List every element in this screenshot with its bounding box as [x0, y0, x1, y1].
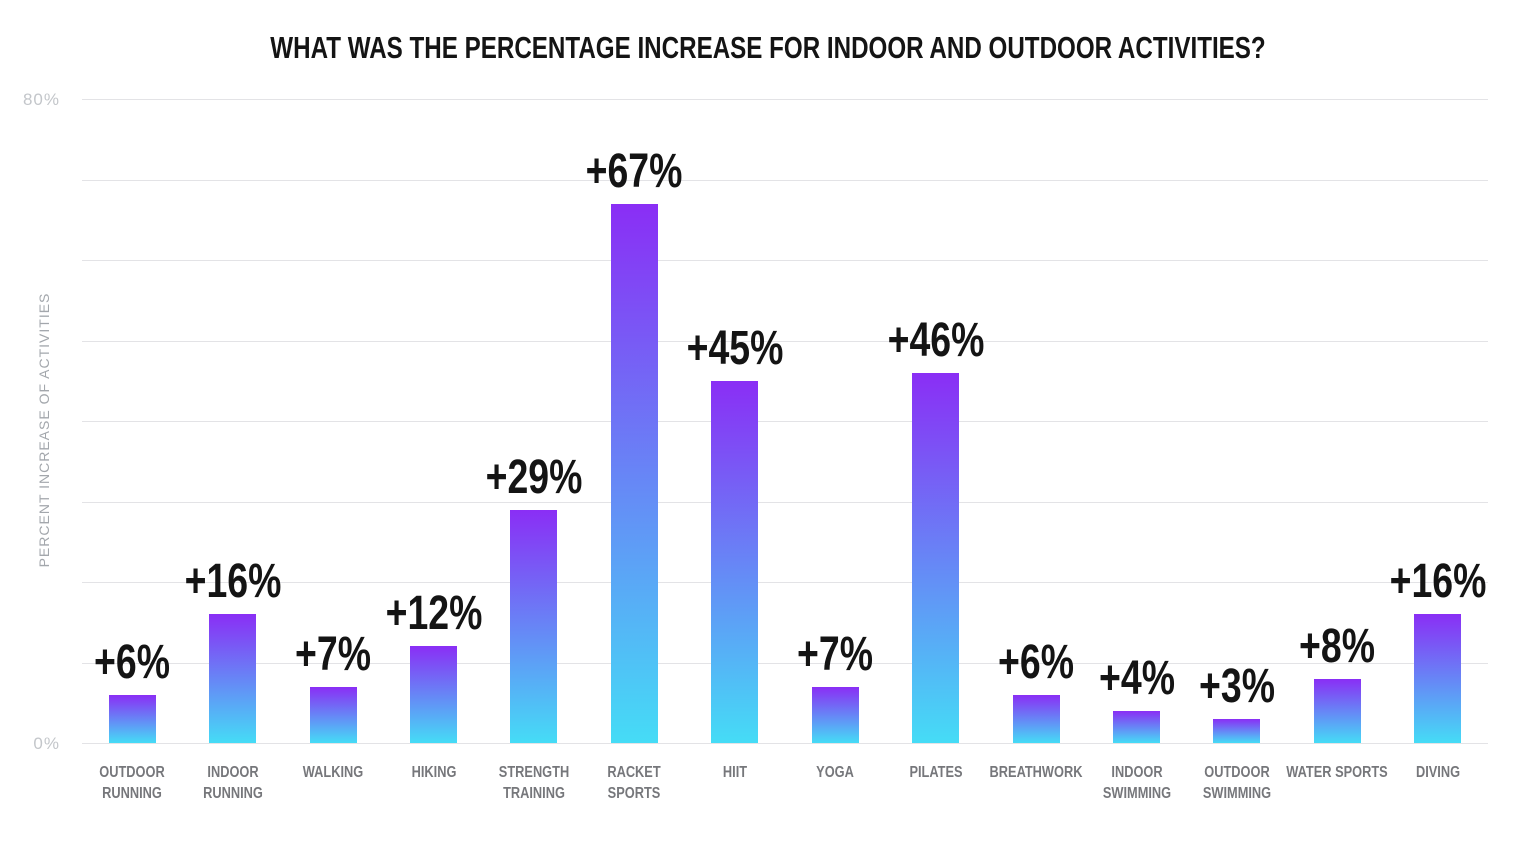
bar-value-label: +7% — [797, 627, 874, 681]
bar-category-label: YOGA — [816, 764, 855, 781]
gridline-40 — [82, 421, 1488, 422]
gridline-10 — [82, 662, 1488, 664]
bar-value-label: +46% — [887, 313, 985, 367]
bar-value-label: +45% — [686, 321, 784, 375]
bar-category-label: WALKING — [302, 764, 364, 781]
bar-value-label: +3% — [1198, 659, 1275, 713]
bar-value-label: +7% — [295, 627, 372, 681]
bar-value-label: +6% — [94, 635, 171, 689]
bar-category-label: OUTDOOR SWIMMING — [1202, 764, 1272, 802]
bar-hiking — [410, 646, 457, 743]
bar-category-label: RACKET SPORTS — [607, 764, 662, 802]
plot-area: +6% OUTDOOR RUNNING +16% INDOOR RUNNING +7% W… — [82, 99, 1488, 802]
bar-water-sports — [1313, 678, 1361, 743]
bar-hiit — [711, 380, 759, 743]
bar-category-label: INDOOR SWIMMING — [1102, 764, 1171, 802]
bar-yoga — [811, 686, 859, 743]
bar-value-label: +8% — [1299, 619, 1376, 673]
bar-breathwork — [1012, 694, 1060, 743]
chart-title: WHAT WAS THE PERCENTAGE INCREASE FOR IND… — [270, 30, 1266, 65]
bar-diving — [1414, 614, 1462, 743]
bar-category-label: WATER SPORTS — [1286, 764, 1389, 781]
gridline-0 — [82, 743, 1488, 744]
bar-category-label: INDOOR RUNNING — [202, 764, 263, 802]
bar-value-label: +16% — [1389, 555, 1487, 609]
gridline-80 — [82, 99, 1488, 100]
bar-value-label: +16% — [184, 555, 282, 609]
y-tick-label-80: 80% — [22, 90, 60, 109]
bar-outdoor-swimming — [1213, 718, 1261, 743]
bar-category-label: BREATHWORK — [989, 764, 1083, 781]
bar-value-label: +4% — [1098, 651, 1175, 705]
y-axis-title: PERCENT INCREASE OF ACTIVITIES — [36, 292, 52, 568]
bar-value-label: +29% — [485, 450, 583, 504]
bar-category-label: HIIT — [722, 764, 747, 781]
bar-category-label: PILATES — [909, 764, 963, 781]
gridline-50 — [82, 340, 1488, 342]
bar-value-label: +12% — [385, 587, 482, 641]
bar-category-label: HIKING — [411, 764, 456, 781]
bar-outdoor-running — [108, 694, 156, 743]
bar-category-label: OUTDOOR RUNNING — [99, 764, 165, 802]
gridline-20 — [82, 582, 1488, 583]
bar-pilates — [912, 372, 960, 743]
bar-category-label: DIVING — [1415, 764, 1460, 781]
bar-racket-sports — [610, 203, 658, 743]
bar-indoor-running — [209, 614, 257, 743]
y-tick-label-0: 0% — [33, 734, 60, 753]
bar-category-label: STRENGTH TRAINING — [498, 764, 570, 802]
bar-walking — [309, 686, 357, 743]
bar-value-label: +6% — [998, 635, 1075, 689]
gridline-60 — [82, 260, 1488, 261]
bar-value-label: +67% — [585, 144, 683, 198]
gridline-30 — [82, 501, 1488, 503]
gridline-70 — [82, 179, 1488, 181]
bar-strength-training — [510, 509, 558, 743]
bar-indoor-swimming — [1113, 710, 1160, 743]
